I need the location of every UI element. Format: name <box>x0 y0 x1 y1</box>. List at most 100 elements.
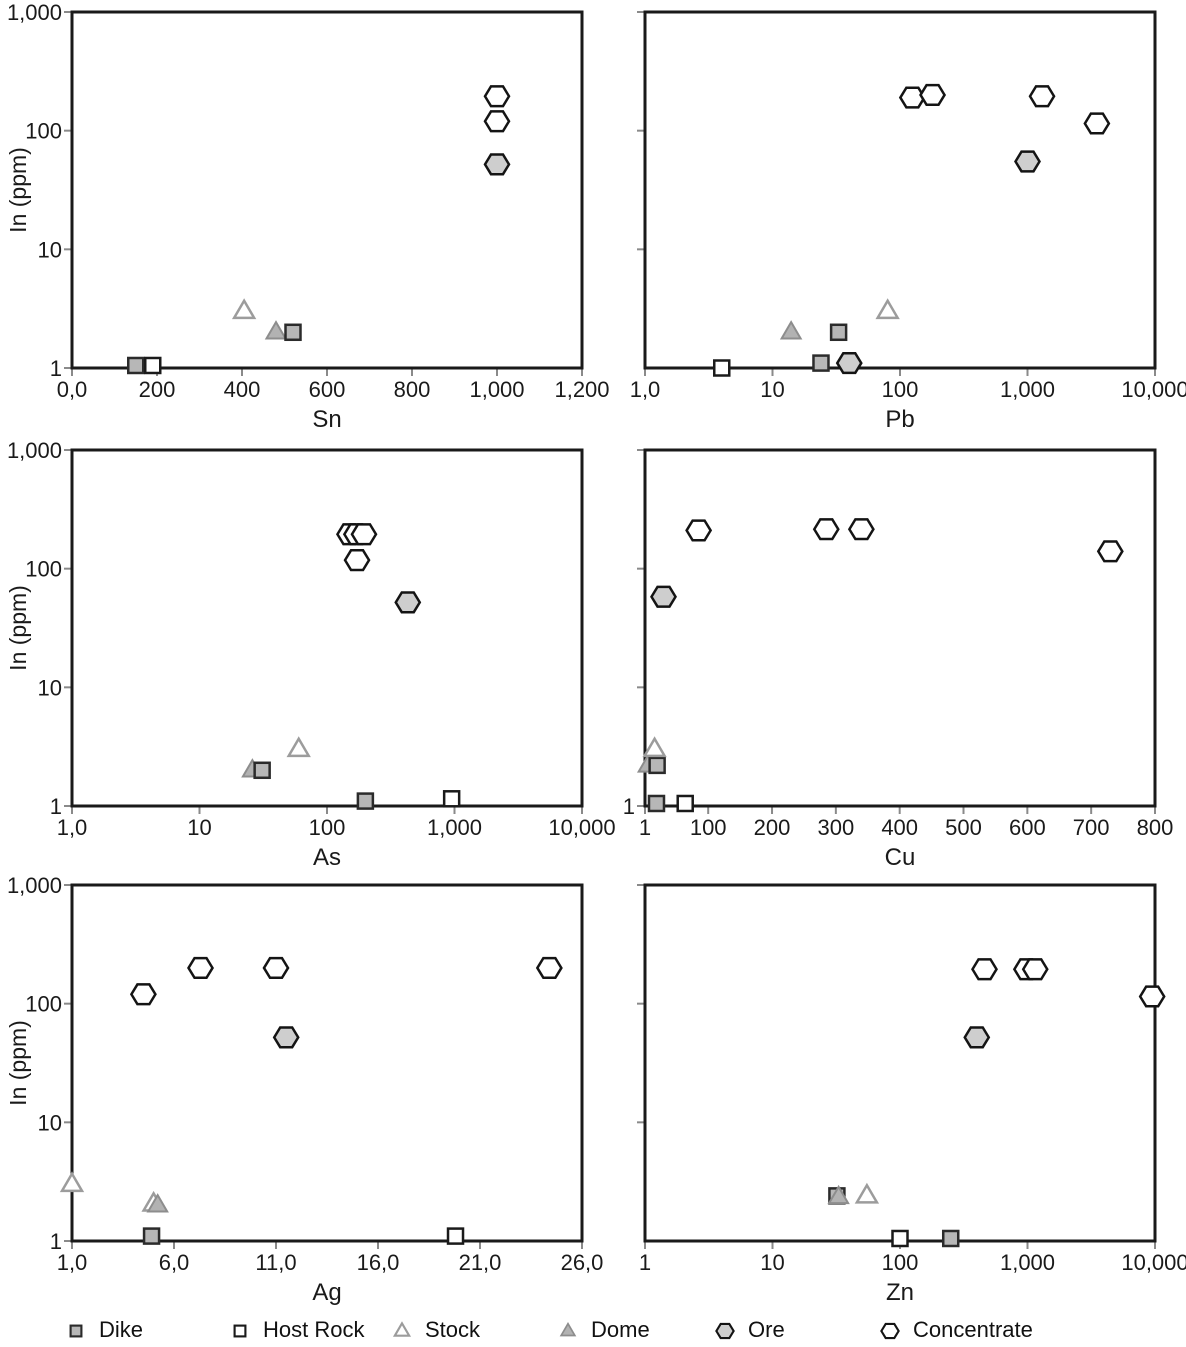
x-tick-label: 1,000 <box>1000 377 1055 402</box>
data-point-host_rock <box>446 1227 465 1245</box>
y-tick-label: 1,000 <box>7 873 62 898</box>
legend-item-label: Host Rock <box>263 1317 365 1342</box>
data-point-ore <box>835 351 863 375</box>
x-tick-label: 10 <box>760 377 784 402</box>
data-point-dome <box>827 1184 850 1205</box>
x-tick-label: 200 <box>139 377 176 402</box>
x-tick-label: 1 <box>639 1250 651 1275</box>
x-tick-label: 1,200 <box>554 377 609 402</box>
data-point-concentrate <box>262 956 290 980</box>
legend-marker-concentrate <box>880 1322 900 1340</box>
data-point-stock <box>231 298 257 320</box>
data-point-stock <box>59 1171 85 1193</box>
x-axis-label-sn: Sn <box>312 406 341 433</box>
y-tick-label: 1 <box>50 794 62 819</box>
data-point-dome <box>146 1193 169 1213</box>
host_rock-marker-icon <box>233 1324 247 1338</box>
legend: Dike Host Rock Stock Dome Ore Concentrate <box>0 1313 1186 1347</box>
x-tick-label: 1,0 <box>630 377 661 402</box>
concentrate-marker-icon <box>880 1322 900 1340</box>
x-tick-label: 500 <box>945 815 982 840</box>
data-point-host_rock <box>891 1229 909 1248</box>
y-axis-title: In (ppm) <box>5 1020 31 1106</box>
ore-marker-icon <box>715 1322 735 1340</box>
x-tick-label: 26,0 <box>561 1250 604 1275</box>
data-point-dike <box>142 1227 161 1245</box>
data-point-dike <box>127 356 145 375</box>
x-axis-label-as: As <box>313 844 341 871</box>
x-tick-label: 1,000 <box>427 815 482 840</box>
x-tick-label: 400 <box>224 377 261 402</box>
x-axis-label-cu: Cu <box>885 844 916 871</box>
data-point-dike <box>647 794 666 813</box>
data-point-dike <box>253 761 271 780</box>
data-point-dike <box>812 354 830 372</box>
legend-marker-ore <box>715 1322 735 1340</box>
y-tick-label: 10 <box>38 237 62 262</box>
x-tick-label: 0,0 <box>57 377 88 402</box>
plot-sn: 0,0 200 400 600 800 1,000 1,200 1,000 100 10 1 Sn In… <box>5 0 610 433</box>
data-point-concentrate <box>812 518 840 541</box>
chart-canvas: 0,0 200 400 600 800 1,000 1,200 1,000 100 10 1 Sn In… <box>5 0 1186 1306</box>
x-tick-label: 200 <box>754 815 791 840</box>
plot-cu: 1 100 200 300 400 500 600 700 800 1 Cu <box>623 448 1173 871</box>
data-point-host_rock <box>713 359 731 377</box>
plot-frame-zn <box>643 883 1157 1243</box>
data-point-concentrate <box>1138 985 1166 1008</box>
plot-frame-pb <box>643 10 1157 370</box>
y-tick-label: 1,000 <box>7 438 62 463</box>
x-tick-label: 100 <box>309 815 346 840</box>
data-point-host_rock <box>144 356 162 375</box>
y-tick-label: 10 <box>38 1110 62 1135</box>
data-point-ore <box>963 1026 991 1049</box>
x-tick-label: 10,000 <box>1121 377 1186 402</box>
data-point-concentrate <box>343 549 371 572</box>
data-point-dome <box>779 320 803 340</box>
x-tick-label: 1,000 <box>1000 1250 1055 1275</box>
data-point-concentrate <box>1021 958 1049 981</box>
data-point-concentrate <box>187 956 214 980</box>
plot-frame-cu <box>643 448 1157 808</box>
y-tick-label: 100 <box>25 557 62 582</box>
y-tick-label: 100 <box>25 992 62 1017</box>
plot-frame-ag <box>70 883 584 1243</box>
plot-pb: 1,0 10 100 1,000 10,000 Pb <box>630 10 1186 433</box>
legend-item-label: Dome <box>591 1317 650 1342</box>
data-point-ore <box>1014 150 1041 173</box>
x-axis-label-pb: Pb <box>885 406 914 433</box>
x-tick-label: 1 <box>639 815 651 840</box>
x-tick-label: 1,0 <box>57 1250 88 1275</box>
x-tick-label: 21,0 <box>459 1250 502 1275</box>
plot-zn: 1 10 100 1,000 10,000 Zn <box>637 883 1186 1306</box>
data-point-host_rock <box>442 790 461 808</box>
data-point-dike <box>941 1229 960 1248</box>
y-tick-label: 1 <box>50 356 62 381</box>
y-tick-label: 1,000 <box>7 0 62 25</box>
legend-item-label: Dike <box>99 1317 144 1342</box>
stock-marker-icon <box>392 1321 412 1337</box>
x-tick-label: 600 <box>309 377 346 402</box>
data-point-concentrate <box>971 958 998 981</box>
data-point-concentrate <box>1028 85 1056 108</box>
x-tick-label: 800 <box>394 377 431 402</box>
data-point-stock <box>875 298 900 320</box>
dike-marker-icon <box>69 1324 83 1338</box>
data-point-stock <box>642 736 667 758</box>
x-tick-label: 6,0 <box>159 1250 190 1275</box>
data-point-concentrate <box>1083 112 1111 135</box>
x-tick-label: 100 <box>882 377 919 402</box>
data-point-concentrate <box>685 519 713 542</box>
y-tick-label: 100 <box>25 119 62 144</box>
legend-item-dome: Dome <box>554 1313 650 1347</box>
data-point-dome <box>264 320 288 340</box>
data-point-concentrate <box>847 518 875 541</box>
y-tick-label: 10 <box>38 675 62 700</box>
legend-item-dike: Dike <box>62 1313 143 1347</box>
legend-item-label: Stock <box>425 1317 481 1342</box>
legend-marker-host_rock <box>233 1324 247 1338</box>
data-point-stock <box>854 1182 880 1204</box>
data-point-ore <box>272 1026 300 1049</box>
data-point-dike <box>829 323 848 342</box>
x-tick-label: 1,0 <box>57 815 88 840</box>
legend-item-label: Concentrate <box>913 1317 1033 1342</box>
